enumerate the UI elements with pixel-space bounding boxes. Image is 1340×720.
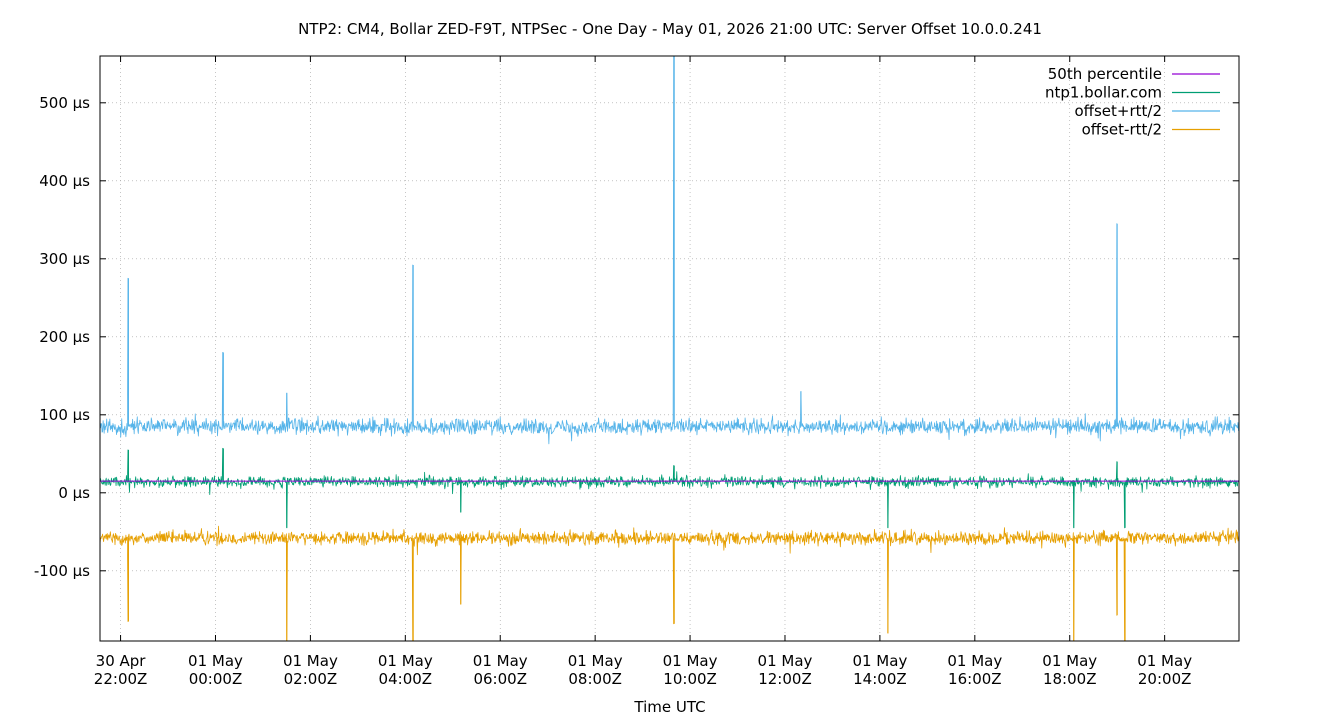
x-tick-label-date: 01 May [1042, 652, 1097, 670]
x-tick-label-date: 01 May [947, 652, 1002, 670]
x-tick-label-date: 01 May [568, 652, 623, 670]
y-tick-label: 0 µs [58, 484, 90, 502]
legend-label: ntp1.bollar.com [1045, 84, 1162, 102]
y-axis: 500 µs 400 µs 300 µs 200 µs 100 µs 0 µs -100 µ… [34, 94, 1239, 580]
legend-label: 50th percentile [1048, 65, 1162, 83]
x-tick-label-time: 12:00Z [758, 670, 812, 688]
y-tick-label: 500 µs [39, 94, 90, 112]
legend: 50th percentilentp1.bollar.comoffset+rtt… [1045, 65, 1220, 139]
x-tick-label-date: 01 May [188, 652, 243, 670]
series-line [99, 525, 1240, 642]
series-layer [99, 55, 1240, 642]
x-tick-label-time: 00:00Z [189, 670, 243, 688]
x-tick-label-time: 16:00Z [948, 670, 1002, 688]
x-tick-label-time: 20:00Z [1138, 670, 1192, 688]
x-tick-label-date: 30 Apr [96, 652, 147, 670]
x-tick-label-date: 01 May [283, 652, 338, 670]
x-tick-label-time: 04:00Z [379, 670, 433, 688]
y-tick-label: 400 µs [39, 172, 90, 190]
series-line [99, 55, 1240, 445]
legend-label: offset+rtt/2 [1074, 102, 1162, 120]
series-2 [99, 55, 1240, 445]
y-tick-label: 200 µs [39, 328, 90, 346]
y-tick-label: 300 µs [39, 250, 90, 268]
x-tick-label-date: 01 May [473, 652, 528, 670]
chart-title: NTP2: CM4, Bollar ZED-F9T, NTPSec - One … [298, 20, 1042, 38]
x-tick-label-time: 02:00Z [284, 670, 338, 688]
x-tick-label-time: 10:00Z [663, 670, 717, 688]
x-tick-label-date: 01 May [1137, 652, 1192, 670]
y-tick-label: -100 µs [34, 562, 90, 580]
plot-frame [99, 55, 1240, 642]
x-tick-label-date: 01 May [758, 652, 813, 670]
grid-lines [100, 56, 1239, 641]
x-tick-label-date: 01 May [378, 652, 433, 670]
x-tick-label-time: 06:00Z [473, 670, 527, 688]
y-tick-label: 100 µs [39, 406, 90, 424]
series-1 [99, 447, 1240, 529]
x-tick-label-time: 22:00Z [94, 670, 148, 688]
series-line [99, 447, 1240, 529]
x-tick-label-time: 08:00Z [568, 670, 622, 688]
x-tick-label-time: 14:00Z [853, 670, 907, 688]
x-tick-label-time: 18:00Z [1043, 670, 1097, 688]
x-axis-label: Time UTC [633, 698, 705, 716]
x-tick-label-date: 01 May [852, 652, 907, 670]
series-3 [99, 525, 1240, 642]
x-tick-label-date: 01 May [663, 652, 718, 670]
legend-label: offset-rtt/2 [1082, 121, 1162, 139]
